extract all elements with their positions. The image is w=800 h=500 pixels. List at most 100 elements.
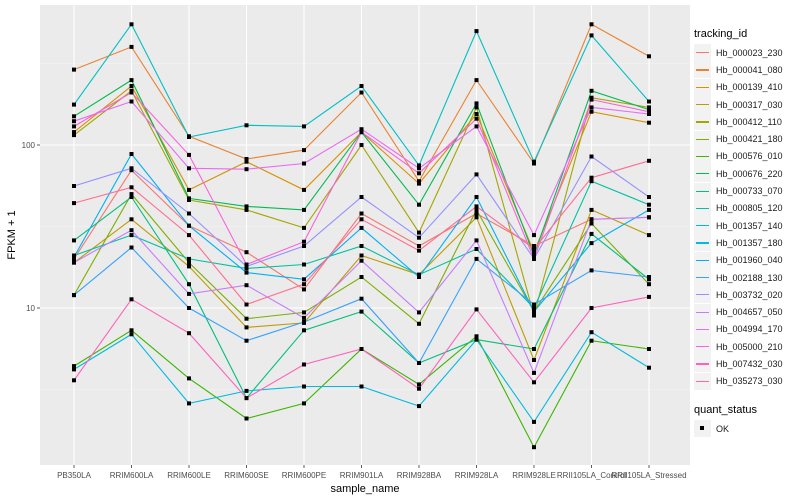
legend-item: Hb_004657_050: [694, 303, 798, 321]
data-point: [302, 225, 306, 230]
data-point: [589, 105, 594, 110]
data-point: [417, 386, 421, 391]
x-axis: PB350LA RRIM600LA RRIM600LE RRIM600SE RRIM60…: [57, 465, 687, 480]
data-point: [417, 361, 421, 365]
data-point: [187, 152, 191, 157]
data-point: [129, 166, 134, 171]
data-point: [72, 184, 76, 188]
legend2-label: OK: [716, 423, 730, 434]
legend-quant-status: quant_status OK: [694, 404, 798, 438]
data-point: [244, 338, 249, 343]
legend-label: Hb_000412_110: [716, 116, 782, 127]
data-point: [647, 294, 651, 299]
data-point: [359, 130, 364, 135]
data-point: [532, 302, 536, 307]
data-point: [302, 384, 306, 389]
data-point: [589, 330, 594, 335]
legend-item: Hb_001357_180: [694, 234, 798, 252]
data-point: [244, 325, 249, 330]
data-point: [72, 367, 76, 372]
data-point: [302, 244, 306, 248]
line-key-icon: [694, 61, 711, 79]
data-point: [72, 102, 76, 107]
data-point: [417, 275, 421, 279]
data-point: [302, 148, 306, 153]
data-point: [244, 207, 249, 212]
data-point: [647, 105, 651, 110]
data-point: [647, 365, 651, 370]
data-point: [474, 307, 479, 312]
data-point: [589, 306, 594, 310]
data-point: [647, 158, 651, 163]
data-point: [474, 105, 479, 110]
legend-item: Hb_000576_010: [694, 147, 798, 165]
data-point: [647, 107, 651, 112]
data-point: [359, 244, 364, 248]
data-point: [302, 320, 306, 324]
legend-label: Hb_000041_080: [716, 64, 783, 75]
data-point: [72, 114, 76, 119]
legend-item: Hb_001960_040: [694, 251, 798, 269]
data-point: [302, 282, 306, 287]
data-point: [589, 88, 594, 93]
data-point: [474, 112, 479, 116]
legend-label: Hb_003732_020: [716, 289, 783, 300]
data-point: [187, 260, 191, 265]
data-point: [589, 231, 594, 236]
legend-label: Hb_000733_070: [716, 186, 783, 197]
y-tick-label: 100: [22, 141, 36, 150]
x-tick-label: RRIM928LA: [455, 471, 499, 480]
data-point: [589, 221, 594, 226]
data-point: [72, 260, 76, 265]
line-key-icon: [694, 234, 711, 252]
data-point: [359, 309, 364, 314]
line-key-icon: [694, 338, 711, 356]
data-point: [129, 78, 134, 83]
data-point: [647, 233, 651, 238]
legend-label: Hb_000139_410: [716, 82, 783, 93]
data-point: [647, 99, 651, 104]
data-point: [647, 207, 651, 212]
data-point: [129, 228, 134, 233]
data-point: [417, 321, 421, 326]
data-point: [589, 33, 594, 38]
data-point: [417, 171, 421, 176]
data-point: [532, 358, 536, 362]
data-point: [129, 297, 134, 302]
x-tick-label: RRII105LA_Control: [557, 471, 627, 480]
data-point: [187, 401, 191, 406]
line-key-icon: [694, 217, 711, 235]
legend-label: Hb_005000_210: [716, 341, 783, 352]
line-key-icon: [694, 372, 711, 390]
line-key-icon: [694, 286, 711, 304]
data-point: [129, 233, 134, 238]
data-point: [532, 313, 536, 318]
data-point: [647, 275, 651, 279]
data-point: [244, 416, 249, 421]
legend-item: Hb_000412_110: [694, 113, 798, 131]
data-point: [359, 211, 364, 216]
data-point: [244, 270, 249, 275]
data-point: [417, 244, 421, 248]
data-point: [129, 84, 134, 88]
data-point: [302, 315, 306, 320]
data-point: [589, 268, 594, 273]
data-point: [129, 152, 134, 156]
data-point: [532, 380, 536, 385]
legend-label: Hb_000317_030: [716, 99, 783, 110]
data-point: [72, 201, 76, 206]
data-point: [359, 253, 364, 258]
data-point: [532, 256, 536, 261]
line-key-icon: [694, 199, 711, 217]
data-point: [647, 54, 651, 59]
data-point: [417, 163, 421, 168]
point-key-icon: [694, 420, 711, 438]
data-point: [474, 172, 479, 177]
legend-item: Hb_001357_140: [694, 217, 798, 235]
line-key-icon: [694, 355, 711, 373]
line-key-icon: [694, 147, 711, 165]
data-point: [244, 283, 249, 288]
data-point: [474, 116, 479, 121]
legend-label: Hb_004657_050: [716, 307, 783, 318]
data-point: [302, 207, 306, 212]
